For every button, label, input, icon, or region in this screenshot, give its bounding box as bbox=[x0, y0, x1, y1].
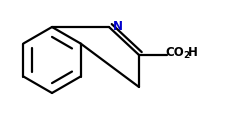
Text: N: N bbox=[113, 20, 123, 33]
Text: 2: 2 bbox=[183, 51, 189, 60]
Text: CO: CO bbox=[165, 46, 184, 60]
Text: H: H bbox=[188, 46, 198, 60]
